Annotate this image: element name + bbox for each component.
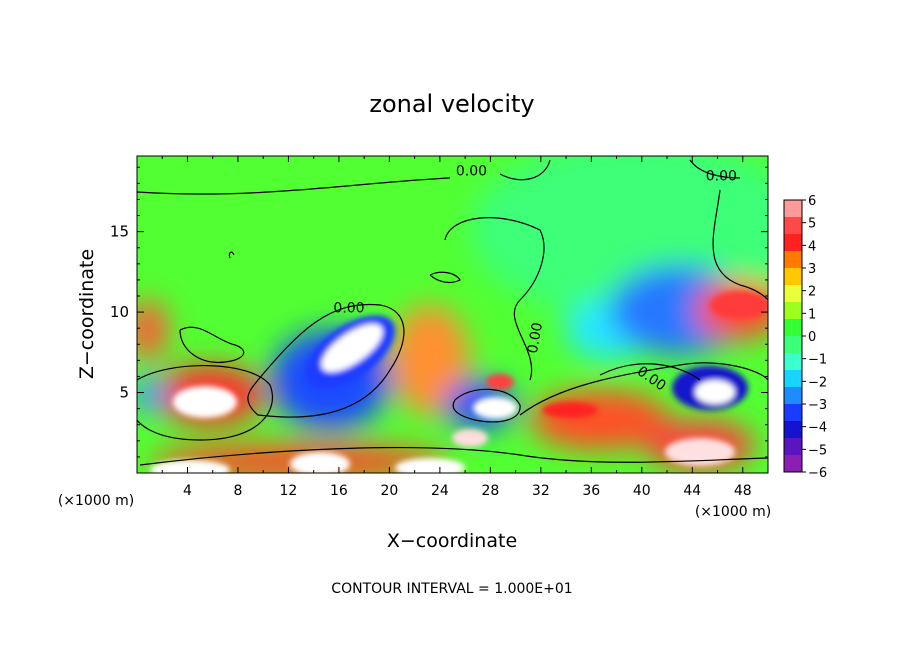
colorbar-swatch — [784, 353, 802, 371]
contour-line — [519, 362, 768, 416]
field-blob — [390, 305, 470, 415]
field-sharp — [150, 291, 768, 473]
contour-line — [499, 159, 551, 181]
contour-line — [429, 271, 461, 284]
chart-title: zonal velocity — [369, 90, 534, 118]
contour-line — [139, 446, 768, 466]
x-tick-label: 16 — [330, 483, 348, 499]
colorbar-swatch — [784, 455, 802, 473]
contour-line — [712, 189, 768, 301]
colorbar-label: 4 — [808, 239, 816, 254]
colorbar-label: −2 — [808, 375, 827, 390]
y-tick-label: 5 — [119, 384, 129, 402]
colorbar-label: 5 — [808, 217, 816, 232]
x-tick-label: 4 — [183, 483, 192, 499]
contour-line — [137, 177, 451, 195]
x-tick-label: 28 — [481, 483, 499, 499]
field-core — [452, 429, 488, 447]
field-core — [395, 458, 465, 473]
colorbar-swatch — [784, 200, 802, 218]
contour-line — [689, 159, 741, 179]
field-core — [290, 452, 350, 473]
field-blob — [137, 377, 168, 413]
colorbar-swatch — [784, 438, 802, 456]
x-tick-label: 40 — [633, 483, 651, 499]
contour-line — [599, 363, 701, 381]
contour-label: 0.00 — [456, 163, 487, 179]
colorbar: 6 5 4 3 2 1 0 −1 −2 −3 −4 −5 −6 — [783, 194, 827, 481]
colorbar-label: 2 — [808, 285, 816, 300]
y-tick-label: 15 — [110, 223, 129, 241]
colorbar-swatch — [784, 268, 802, 286]
y-axis-title: Z−coordinate — [76, 249, 98, 379]
plot-frame — [136, 155, 769, 474]
x-tick-label: 8 — [233, 483, 242, 499]
x-tick-label: 48 — [734, 483, 752, 499]
contour-interval-note: CONTOUR INTERVAL = 1.000E+01 — [331, 581, 572, 597]
colorbar-swatch — [784, 421, 802, 439]
field-core — [321, 323, 383, 373]
contour-line — [179, 326, 245, 363]
y-tick-label: 10 — [110, 303, 129, 321]
colorbar-label: −4 — [808, 421, 827, 436]
field-core — [473, 397, 517, 419]
colorbar-swatch — [784, 217, 802, 235]
x-tick-label: 12 — [280, 483, 298, 499]
field-core — [665, 438, 735, 466]
colorbar-label: −3 — [808, 398, 827, 413]
field-core — [695, 380, 735, 404]
colorbar-label: 6 — [808, 194, 816, 209]
field-core — [486, 374, 514, 390]
contour-label: 0.00 — [333, 300, 364, 316]
x-tick-label: 36 — [582, 483, 600, 499]
colorbar-label: 1 — [808, 307, 816, 322]
colorbar-swatch — [784, 404, 802, 422]
y-axis: 5 10 15 — [110, 166, 768, 458]
contour-line — [137, 364, 274, 441]
colorbar-swatch — [784, 387, 802, 405]
field-blob — [137, 300, 168, 360]
colorbar-swatch — [784, 234, 802, 252]
colorbar-label: −5 — [808, 443, 827, 458]
colorbar-label: 3 — [808, 262, 816, 277]
contour-label: 0.00 — [706, 168, 737, 184]
colorbar-label: −6 — [808, 466, 827, 481]
contour-label: 0.00 — [525, 321, 546, 354]
contour-line — [452, 388, 521, 423]
x-tick-label: 44 — [683, 483, 701, 499]
field-core — [173, 386, 237, 418]
contour-line — [444, 217, 545, 381]
colorbar-label: 0 — [808, 330, 816, 345]
x-axis: 4 8 12 16 20 24 28 32 36 40 44 48 — [161, 156, 752, 499]
field-core — [542, 402, 598, 418]
colorbar-swatch — [784, 319, 802, 337]
colorbar-swatch — [784, 370, 802, 388]
x-unit-right: (×1000 m) — [695, 504, 771, 520]
field-core — [150, 460, 230, 473]
colorbar-label: −1 — [808, 353, 827, 368]
contour-line — [247, 303, 405, 418]
plot-area: 0.00 0.000.000.000.00 — [137, 156, 768, 473]
x-axis-title: X−coordinate — [387, 530, 517, 552]
colorbar-swatch — [784, 251, 802, 269]
field-core — [710, 291, 768, 319]
x-unit-left: (×1000 m) — [58, 493, 134, 509]
colorbar-swatch — [784, 336, 802, 354]
colorbar-swatch — [784, 285, 802, 303]
colorbar-swatch — [784, 302, 802, 320]
x-tick-label: 20 — [380, 483, 398, 499]
contour-lines — [137, 159, 768, 466]
x-tick-label: 24 — [431, 483, 449, 499]
contour-line — [228, 251, 235, 259]
x-tick-label: 32 — [532, 483, 550, 499]
